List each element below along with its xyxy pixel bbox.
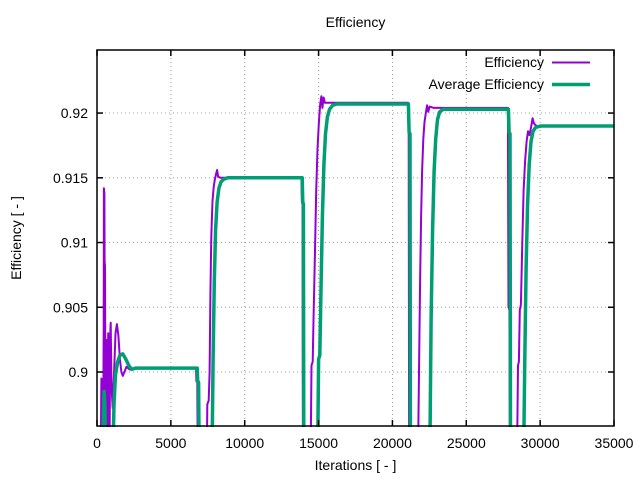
y-tick-label: 0.905	[53, 299, 88, 315]
legend-label-average-efficiency: Average Efficiency	[429, 76, 544, 92]
x-tick-label: 35000	[595, 435, 634, 451]
x-tick-label: 20000	[373, 435, 412, 451]
x-axis-label: Iterations [ - ]	[314, 457, 397, 473]
x-tick-label: 25000	[447, 435, 486, 451]
chart-title: Efficiency	[325, 14, 386, 30]
x-tick-label: 0	[93, 435, 101, 451]
legend-label-efficiency: Efficiency	[484, 54, 544, 70]
series-line-efficiency	[99, 95, 614, 427]
x-tick-label: 5000	[155, 435, 186, 451]
y-axis-label: Efficiency [ - ]	[8, 196, 24, 280]
plot-border	[96, 49, 615, 427]
y-tick-label: 0.915	[53, 170, 88, 186]
x-tick-label: 15000	[299, 435, 338, 451]
y-tick-label: 0.9	[69, 364, 89, 380]
y-tick-label: 0.92	[61, 105, 88, 121]
series-line-average-efficiency	[101, 102, 614, 427]
x-tick-label: 10000	[225, 435, 264, 451]
x-tick-label: 30000	[521, 435, 560, 451]
y-tick-label: 0.91	[61, 235, 88, 251]
